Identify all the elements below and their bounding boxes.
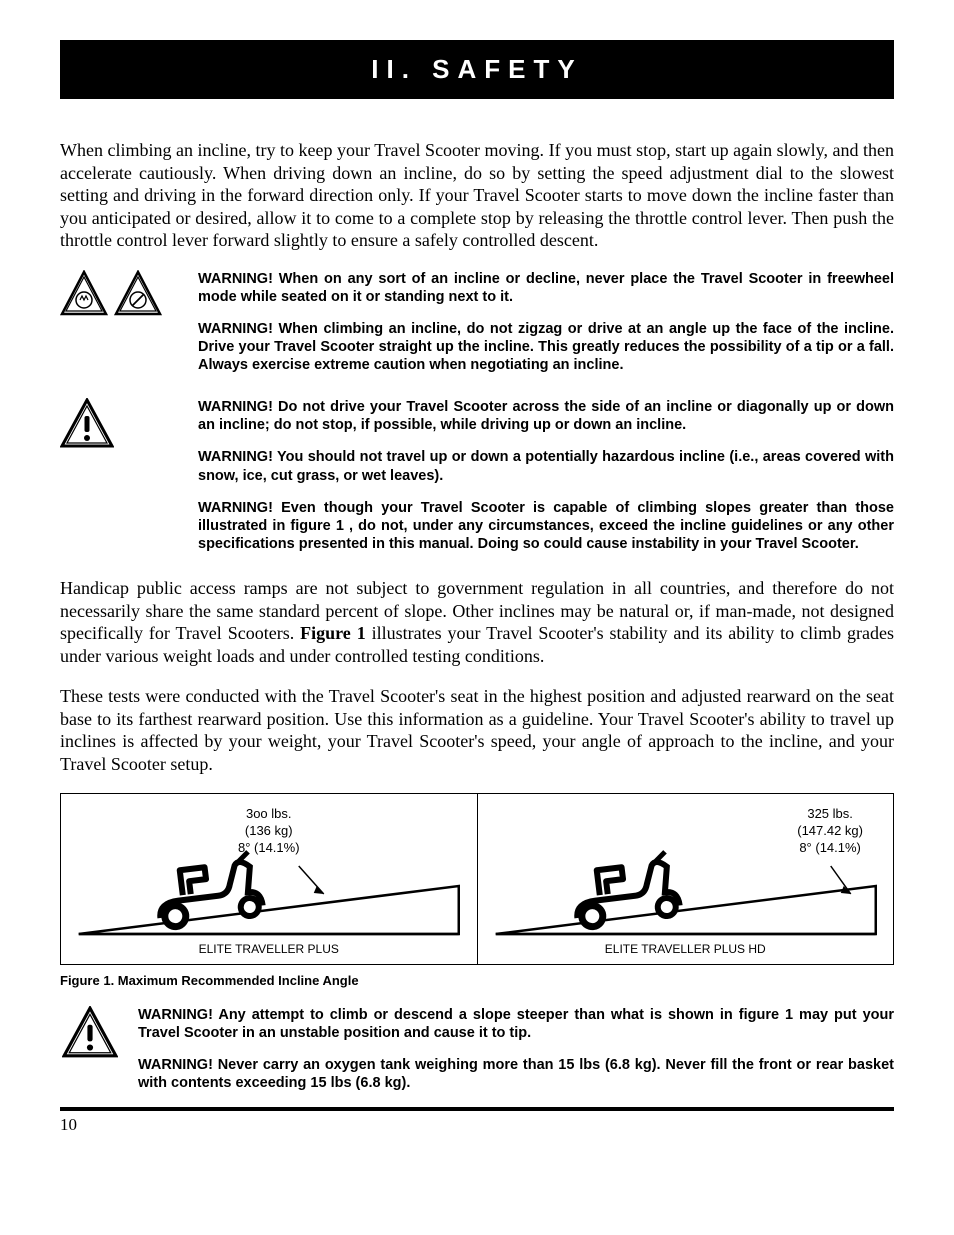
- triangle-exclaim-icon: [62, 1006, 118, 1058]
- footer-rule: [60, 1107, 894, 1111]
- warning-icon-wrap: [60, 1006, 120, 1058]
- fig-line: 325 lbs.: [807, 806, 853, 821]
- warning-text: WARNING! Never carry an oxygen tank weig…: [138, 1056, 894, 1092]
- triangle-nohand-icon: [114, 270, 162, 316]
- figure-ref: Figure 1: [300, 623, 366, 643]
- triangle-hand-icon: [60, 270, 108, 316]
- figure-right-panel: 325 lbs. (147.42 kg) 8° (14.1%) ELITE TR…: [478, 794, 894, 964]
- figure-1: 3oo lbs. (136 kg) 8° (14.1%) ELITE TRAVE…: [60, 793, 894, 965]
- warning-text: WARNING! You should not travel up or dow…: [198, 448, 894, 484]
- warning-text: WARNING! When climbing an incline, do no…: [198, 320, 894, 374]
- fig-line: (147.42 kg): [797, 823, 863, 838]
- figure-left-label: 3oo lbs. (136 kg) 8° (14.1%): [238, 806, 300, 857]
- triangle-exclaim-icon: [60, 398, 114, 448]
- test-paragraph: These tests were conducted with the Trav…: [60, 685, 894, 775]
- fig-line: 8° (14.1%): [799, 840, 861, 855]
- figure-right-model: ELITE TRAVELLER PLUS HD: [478, 942, 894, 956]
- warning-text: WARNING! Any attempt to climb or descend…: [138, 1006, 894, 1042]
- figure-caption: Figure 1. Maximum Recommended Incline An…: [60, 973, 894, 988]
- intro-paragraph: When climbing an incline, try to keep yo…: [60, 139, 894, 252]
- fig-line: 8° (14.1%): [238, 840, 300, 855]
- fig-line: 3oo lbs.: [246, 806, 292, 821]
- warning-icons-single-wrap: [60, 398, 180, 567]
- warning-block-bottom: WARNING! Any attempt to climb or descend…: [60, 1006, 894, 1097]
- warning-text: WARNING! Even though your Travel Scooter…: [198, 499, 894, 553]
- warning-text: WARNING! Do not drive your Travel Scoote…: [198, 398, 894, 434]
- figure-left-panel: 3oo lbs. (136 kg) 8° (14.1%) ELITE TRAVE…: [61, 794, 478, 964]
- section-header: II. SAFETY: [60, 40, 894, 99]
- warning-text-group-bottom: WARNING! Any attempt to climb or descend…: [138, 1006, 894, 1097]
- warning-text-group-1: WARNING! When on any sort of an incline …: [198, 270, 894, 389]
- warning-text: WARNING! When on any sort of an incline …: [198, 270, 894, 306]
- ramp-paragraph: Handicap public access ramps are not sub…: [60, 577, 894, 667]
- warning-text-group-2: WARNING! Do not drive your Travel Scoote…: [198, 398, 894, 567]
- figure-left-model: ELITE TRAVELLER PLUS: [61, 942, 477, 956]
- fig-line: (136 kg): [245, 823, 293, 838]
- figure-right-label: 325 lbs. (147.42 kg) 8° (14.1%): [797, 806, 863, 857]
- page-number: 10: [60, 1115, 894, 1135]
- warning-icons-pair: [60, 270, 180, 389]
- warning-block-top-1: WARNING! When on any sort of an incline …: [60, 270, 894, 389]
- warning-block-top-2: WARNING! Do not drive your Travel Scoote…: [60, 398, 894, 567]
